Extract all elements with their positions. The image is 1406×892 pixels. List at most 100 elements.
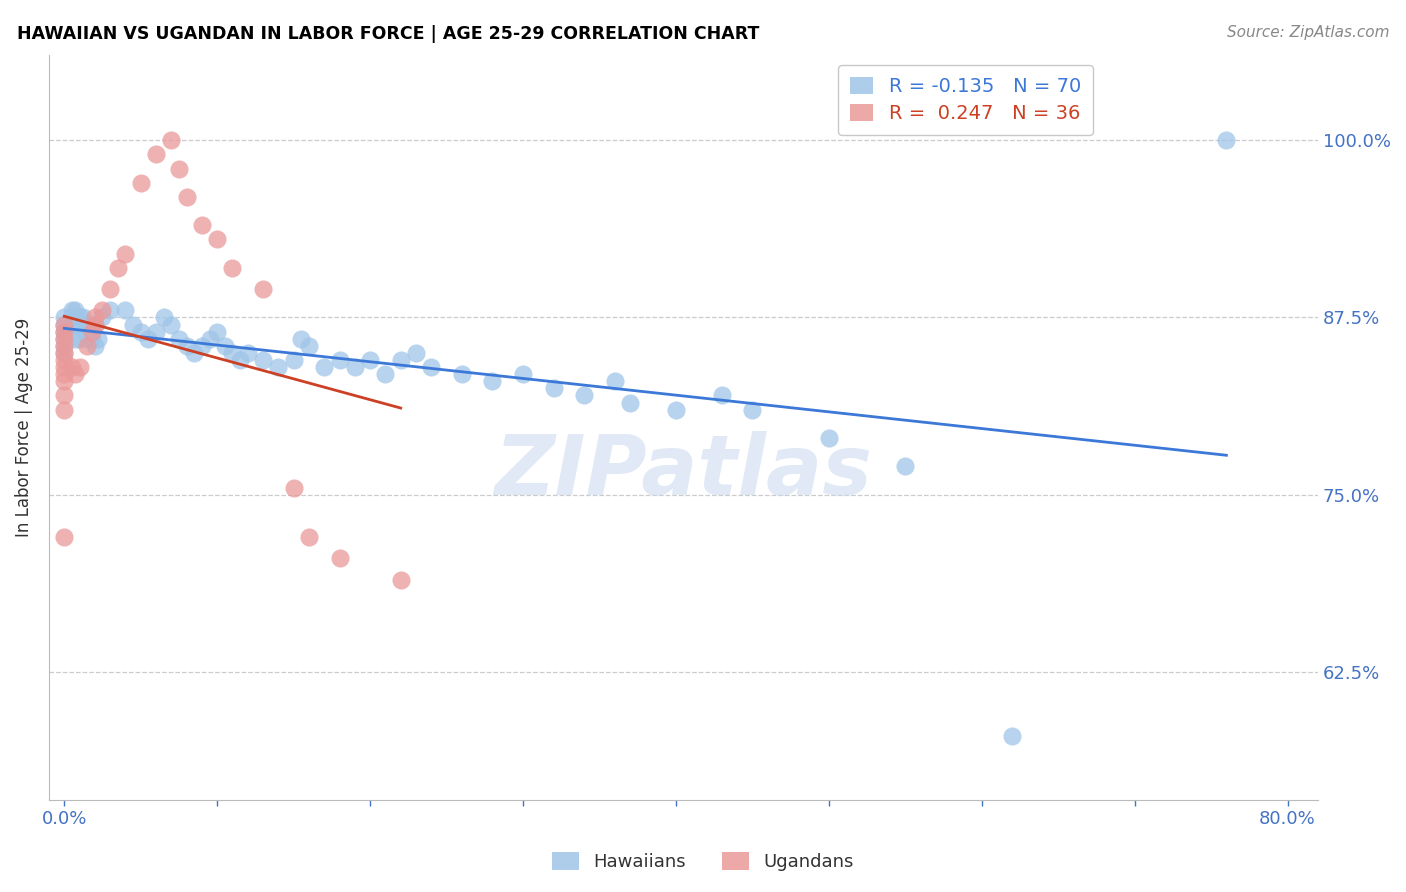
Point: [389, 353, 412, 368]
Point: [53, 530, 76, 544]
Point: [160, 318, 183, 332]
Point: [1215, 133, 1237, 147]
Point: [389, 573, 412, 587]
Point: [77, 332, 100, 346]
Point: [167, 332, 190, 346]
Point: [60, 310, 83, 325]
Point: [129, 176, 152, 190]
Text: HAWAIIAN VS UGANDAN IN LABOR FORCE | AGE 25-29 CORRELATION CHART: HAWAIIAN VS UGANDAN IN LABOR FORCE | AGE…: [17, 25, 759, 43]
Point: [741, 402, 763, 417]
Point: [91, 303, 114, 318]
Point: [205, 232, 228, 246]
Point: [80, 332, 103, 346]
Point: [53, 332, 76, 346]
Point: [53, 346, 76, 360]
Point: [63, 303, 86, 318]
Point: [252, 353, 274, 368]
Point: [252, 282, 274, 296]
Point: [1001, 729, 1024, 743]
Point: [53, 346, 76, 360]
Point: [53, 318, 76, 332]
Point: [221, 346, 243, 360]
Point: [198, 332, 221, 346]
Point: [63, 367, 86, 381]
Point: [167, 161, 190, 176]
Point: [374, 367, 396, 381]
Point: [290, 332, 312, 346]
Legend: R = -0.135   N = 70, R =  0.247   N = 36: R = -0.135 N = 70, R = 0.247 N = 36: [838, 65, 1092, 135]
Point: [283, 353, 305, 368]
Point: [122, 318, 145, 332]
Point: [129, 325, 152, 339]
Point: [710, 388, 733, 402]
Point: [53, 310, 76, 325]
Point: [114, 246, 136, 260]
Point: [53, 339, 76, 353]
Point: [205, 325, 228, 339]
Point: [53, 388, 76, 402]
Point: [53, 360, 76, 375]
Point: [405, 346, 427, 360]
Point: [512, 367, 534, 381]
Point: [69, 318, 91, 332]
Point: [817, 431, 839, 445]
Point: [221, 260, 243, 275]
Point: [69, 310, 91, 325]
Point: [298, 530, 321, 544]
Point: [65, 318, 87, 332]
Point: [107, 260, 129, 275]
Point: [98, 303, 121, 318]
Point: [53, 325, 76, 339]
Point: [298, 339, 321, 353]
Point: [481, 374, 503, 388]
Point: [53, 402, 76, 417]
Point: [65, 332, 87, 346]
Point: [91, 310, 114, 325]
Point: [191, 339, 214, 353]
Point: [191, 219, 214, 233]
Point: [53, 332, 76, 346]
Point: [72, 310, 94, 325]
Point: [267, 360, 290, 375]
Point: [76, 318, 98, 332]
Point: [60, 360, 83, 375]
Point: [314, 360, 336, 375]
Point: [145, 147, 167, 161]
Point: [450, 367, 472, 381]
Point: [343, 360, 366, 375]
Point: [87, 332, 110, 346]
Point: [145, 325, 167, 339]
Text: ZIPatlas: ZIPatlas: [495, 432, 873, 513]
Point: [420, 360, 443, 375]
Point: [76, 339, 98, 353]
Point: [73, 325, 96, 339]
Point: [76, 325, 98, 339]
Point: [138, 332, 160, 346]
Point: [80, 325, 103, 339]
Point: [83, 318, 105, 332]
Point: [160, 133, 183, 147]
Point: [543, 381, 565, 395]
Text: Source: ZipAtlas.com: Source: ZipAtlas.com: [1226, 25, 1389, 40]
Point: [176, 190, 198, 204]
Point: [183, 346, 205, 360]
Point: [69, 332, 91, 346]
Point: [53, 353, 76, 368]
Point: [98, 282, 121, 296]
Point: [236, 346, 259, 360]
Point: [63, 310, 86, 325]
Point: [176, 339, 198, 353]
Point: [214, 339, 236, 353]
Point: [60, 303, 83, 318]
Point: [665, 402, 688, 417]
Point: [69, 360, 91, 375]
Point: [83, 310, 105, 325]
Y-axis label: In Labor Force | Age 25-29: In Labor Force | Age 25-29: [15, 318, 32, 537]
Point: [53, 325, 76, 339]
Point: [229, 353, 252, 368]
Point: [894, 459, 917, 474]
Point: [53, 318, 76, 332]
Point: [619, 395, 641, 409]
Point: [283, 481, 305, 495]
Point: [114, 303, 136, 318]
